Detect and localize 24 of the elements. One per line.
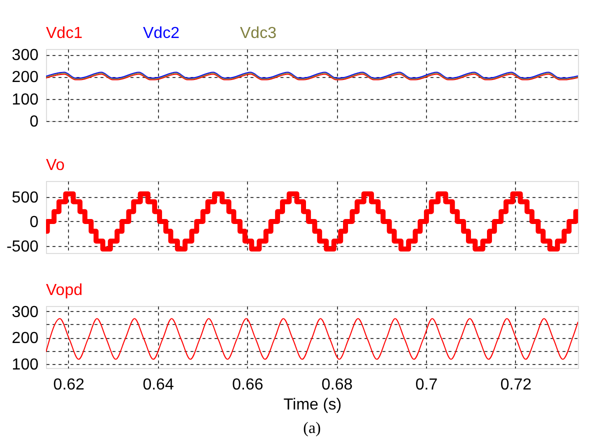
series-label: Vopd	[46, 282, 82, 299]
text: (a)	[303, 420, 321, 437]
text: Vdc1	[46, 25, 83, 42]
y-tick-label: 300	[12, 47, 39, 64]
x-tick-label: 0.64	[142, 376, 174, 394]
x-tick-label: 0.66	[232, 376, 264, 394]
series-label: Vdc2	[143, 25, 180, 42]
y-tick-label: 300	[12, 304, 39, 321]
y-tick-label: 200	[12, 330, 39, 348]
series-label: Vo	[46, 157, 65, 174]
y-tick-label: 0	[30, 214, 39, 231]
y-tick-label: -500	[6, 238, 39, 256]
x-tick-label: 0.7	[415, 376, 438, 394]
x-tick-label: 0.62	[53, 376, 85, 394]
y-tick-label: 100	[12, 356, 39, 374]
y-tick-label: 100	[12, 91, 39, 108]
y-tick-label: 0	[30, 114, 39, 130]
x-tick-label: 0.72	[500, 376, 532, 394]
line-series	[46, 318, 578, 360]
x-tick-label: 0.68	[322, 376, 353, 394]
x-axis-title: Time (s)	[283, 396, 342, 414]
y-tick-label: 500	[12, 189, 39, 206]
y-tick-label: 200	[12, 69, 39, 86]
text: Vdc3	[240, 25, 277, 42]
